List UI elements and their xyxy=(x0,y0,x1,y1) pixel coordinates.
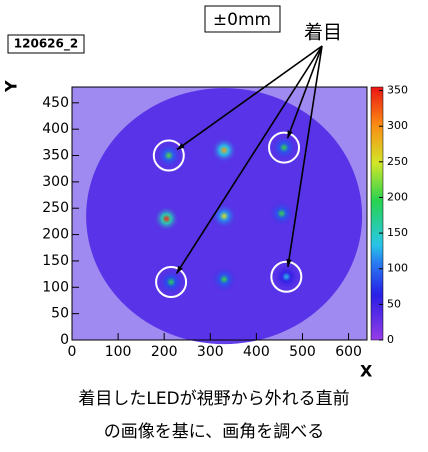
histogram-name: 120626_2 xyxy=(14,37,78,52)
spot xyxy=(153,206,179,232)
chart-title: ±0mm xyxy=(213,10,271,30)
colorbar-tick-label: 100 xyxy=(387,262,408,275)
colorbar-tick-label: 350 xyxy=(387,84,408,97)
y-tick-label: 250 xyxy=(42,200,69,216)
x-tick-label: 500 xyxy=(289,344,316,360)
caption-line: 着目したLEDが視野から外れる直前 xyxy=(78,389,349,409)
spot xyxy=(211,266,237,292)
chart: ±0mm 120626_2 着目 X Y 着目したLEDが視野から外れる直前 の… xyxy=(0,0,428,452)
spot xyxy=(156,143,182,169)
y-tick-label: 0 xyxy=(60,332,69,348)
y-tick-label: 50 xyxy=(51,306,69,322)
colorbar-tick-label: 200 xyxy=(387,190,408,203)
caption-line: の画像を基に、画角を調べる xyxy=(104,422,325,442)
colorbar-tick-label: 0 xyxy=(387,333,394,346)
spot xyxy=(211,203,237,229)
spot xyxy=(269,201,295,227)
x-tick-label: 600 xyxy=(335,344,362,360)
spot xyxy=(158,269,184,295)
x-axis-label: X xyxy=(360,362,373,381)
x-tick-label: 400 xyxy=(243,344,270,360)
colorbar-tick-label: 50 xyxy=(387,297,401,310)
y-axis-label: Y xyxy=(2,80,21,93)
colorbar-tick-label: 150 xyxy=(387,226,408,239)
y-tick-label: 200 xyxy=(42,227,69,243)
annotation: 着目 xyxy=(304,22,342,44)
spot xyxy=(211,137,237,163)
y-tick-label: 450 xyxy=(42,95,69,111)
spot xyxy=(273,264,299,290)
y-tick-label: 100 xyxy=(42,279,69,295)
y-tick-label: 400 xyxy=(42,121,69,137)
spot xyxy=(271,135,297,161)
y-tick-label: 150 xyxy=(42,253,69,269)
y-tick-label: 350 xyxy=(42,148,69,164)
x-tick-label: 100 xyxy=(105,344,132,360)
x-tick-label: 200 xyxy=(151,344,178,360)
colorbar-tick-label: 300 xyxy=(387,119,408,132)
x-tick-label: 300 xyxy=(197,344,224,360)
y-tick-label: 300 xyxy=(42,174,69,190)
colorbar xyxy=(371,87,383,340)
colorbar-tick-label: 250 xyxy=(387,155,408,168)
